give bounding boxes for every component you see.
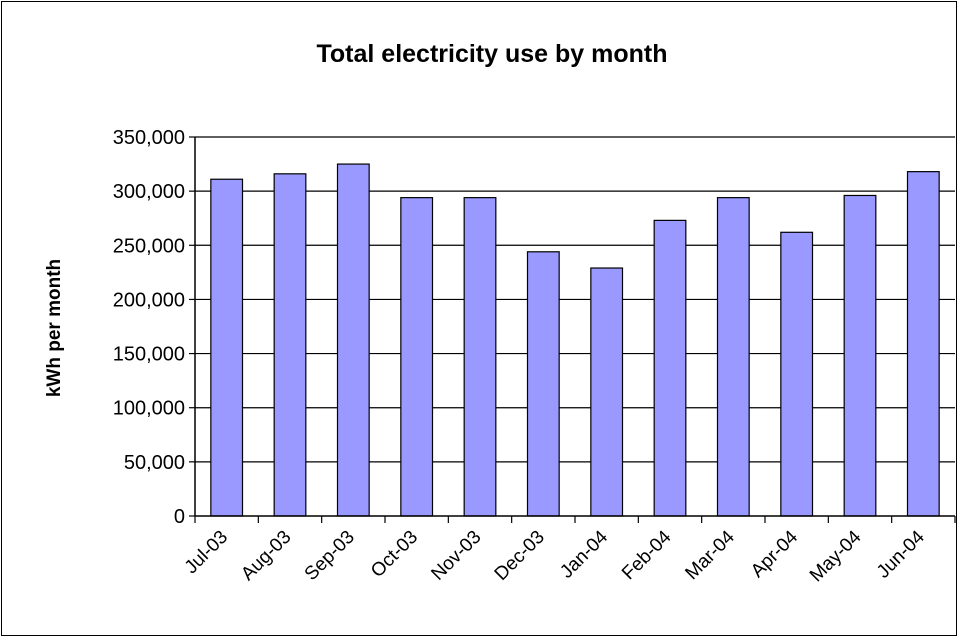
x-tick-label: Mar-04 [681, 526, 739, 584]
axes [189, 136, 956, 523]
x-tick-label: Nov-03 [427, 527, 485, 585]
bar [716, 197, 750, 517]
bar [780, 231, 814, 517]
y-tick-labels: 0 50,000 100,000 150,000 200,000 250,000 300,0… [113, 127, 185, 528]
bar [843, 194, 877, 517]
y-tick-label: 350,000 [113, 127, 185, 149]
x-tick-label: Oct-03 [367, 527, 422, 582]
bar [526, 251, 560, 517]
bar [210, 178, 244, 517]
x-tick-label: Jul-03 [181, 527, 232, 578]
y-tick-label: 150,000 [113, 344, 185, 366]
bar [906, 171, 940, 517]
bars [210, 163, 940, 517]
y-tick-label: 250,000 [113, 235, 185, 257]
bar [653, 219, 687, 517]
x-tick-label: May-04 [806, 526, 866, 586]
y-tick-label: 200,000 [113, 289, 185, 311]
x-tick-label: Jan-04 [556, 526, 612, 582]
bar [463, 197, 497, 517]
bar [273, 173, 307, 517]
y-tick-label: 100,000 [113, 398, 185, 420]
bar [400, 197, 434, 517]
y-axis-label: kWh per month [44, 259, 65, 397]
x-tick-label: Feb-04 [618, 526, 676, 584]
x-tick-label: Jun-04 [873, 526, 929, 582]
x-tick-label: Apr-04 [747, 526, 802, 581]
x-tick-label: Dec-03 [491, 527, 549, 585]
bar [590, 267, 624, 517]
x-tick-label: Sep-03 [301, 527, 359, 585]
x-tick-label: Aug-03 [237, 527, 295, 585]
y-tick-label: 0 [174, 506, 185, 528]
y-tick-label: 50,000 [124, 452, 185, 474]
chart-title: Total electricity use by month [316, 40, 667, 68]
y-tick-label: 300,000 [113, 181, 185, 203]
gridlines [195, 136, 955, 463]
x-tick-labels: Jul-03 Aug-03 Sep-03 Oct-03 Nov-03 Dec-03 Jan-… [181, 526, 929, 586]
bar [336, 163, 370, 517]
